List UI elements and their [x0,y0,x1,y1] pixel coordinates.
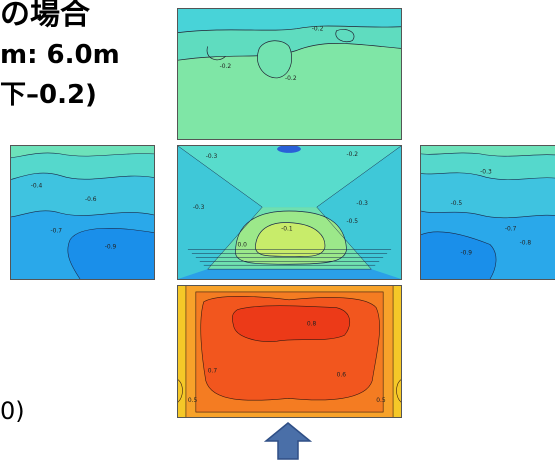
contour-label: -0.2 [220,64,232,70]
contour-label: -0.5 [346,219,358,225]
heading-line-2: m: 6.0m [0,40,120,70]
footnote-text: 0) [0,397,25,425]
contour-label: -0.5 [451,201,463,207]
contour-label: 0.5 [188,398,198,404]
contour-label: -0.3 [206,154,218,160]
contour-label: 0.5 [376,398,386,404]
contour-label: -0.3 [480,170,492,176]
contour-label: -0.1 [281,227,293,233]
contour-panel-center: -0.3 -0.3 -0.2 -0.1 0.0 -0.3 -0.5 [177,145,402,280]
contour-label: 0.0 [237,243,247,249]
contour-label: -0.3 [193,205,205,211]
contour-label: -0.2 [285,76,297,82]
wind-direction-arrow-icon [264,422,312,460]
contour-label: -0.2 [346,152,358,158]
contour-label: 0.7 [208,369,218,375]
contour-label: -0.7 [505,227,517,233]
contour-panel-top: -0.2 -0.2 -0.2 [177,8,402,140]
contour-label: -0.8 [520,241,532,247]
contour-panel-right: -0.3 -0.5 -0.7 -0.8 -0.9 [420,145,555,280]
heading-line-1: の場合 [0,0,90,32]
contour-label: 0.8 [307,321,317,327]
contour-panel-left: -0.4 -0.6 -0.7 -0.9 [10,145,155,280]
contour-label: -0.7 [50,229,62,235]
contour-label: -0.6 [85,197,97,203]
heading-line-3: 下–0.2) [0,80,97,110]
contour-label: 0.6 [337,373,347,379]
contour-label: -0.3 [356,201,368,207]
contour-label: -0.9 [105,244,117,250]
contour-panel-bottom: 0.8 0.7 0.6 0.5 0.5 [177,285,402,418]
contour-label: -0.4 [31,183,43,189]
contour-label: -0.2 [312,27,324,33]
contour-label: -0.9 [460,250,472,256]
